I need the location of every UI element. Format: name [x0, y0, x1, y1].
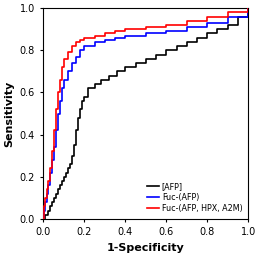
Legend: [AFP], Fuc-(AFP), Fuc-(AFP, HPX, A2M): [AFP], Fuc-(AFP), Fuc-(AFP, HPX, A2M) [145, 181, 244, 215]
Y-axis label: Sensitivity: Sensitivity [4, 80, 14, 147]
X-axis label: 1-Specificity: 1-Specificity [107, 243, 185, 253]
